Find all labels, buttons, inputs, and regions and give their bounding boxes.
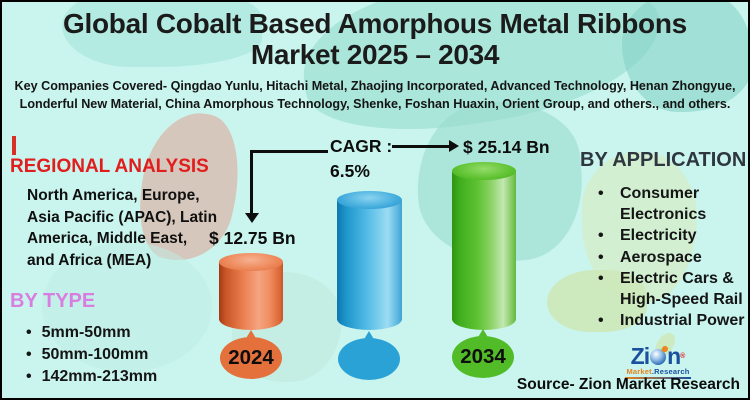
globe-icon <box>650 348 667 365</box>
map-blob <box>62 2 262 67</box>
cagr-value: 6.5% <box>330 161 370 181</box>
bar-2034-top <box>452 162 516 180</box>
application-item: Electric Cars & High-Speed Rail <box>598 269 748 310</box>
application-item: Electricity <box>598 226 748 247</box>
zion-logo-text: n <box>667 343 681 369</box>
zion-logo-subtitle: Market.Research <box>610 367 706 376</box>
application-item: Aerospace <box>598 248 748 269</box>
source-attribution: Source- Zion Market Research <box>516 376 740 393</box>
bar-2034-cylinder <box>452 162 516 342</box>
zion-sub-dot: . <box>651 367 655 376</box>
regional-analysis-text: North America, Europe, Asia Pacific (APA… <box>27 187 218 269</box>
by-type-heading: BY TYPE <box>10 290 96 312</box>
start-value-label: $ 12.75 Bn <box>209 228 296 248</box>
map-red-fragment <box>12 136 16 155</box>
year-bubble-2024: 2024 <box>220 337 282 379</box>
year-bubble-2034: 2034 <box>452 336 514 378</box>
arrow-down-icon <box>245 213 259 223</box>
registered-trademark-icon: ® <box>680 353 686 360</box>
bar-middle-body <box>337 200 402 330</box>
zion-market-research-logo: Zi n ® Market.Research <box>610 343 706 379</box>
cagr-bracket-line <box>250 150 328 153</box>
type-list: 5mm-50mm 50mm-100mm 142mm-213mm <box>26 322 158 388</box>
end-value-label: $ 25.14 Bn <box>463 137 550 157</box>
arrow-right-icon <box>449 140 459 152</box>
year-label: 2034 <box>460 345 506 368</box>
application-item: Industrial Power <box>598 311 748 332</box>
title-line-2: Market 2025 – 2034 <box>250 39 500 70</box>
zion-sub-market: Market <box>626 367 652 376</box>
subtitle-line-2: Londerful New Material, China Amorphous … <box>19 97 731 111</box>
year-bubble-middle <box>338 338 400 380</box>
regional-analysis-heading: REGIONAL ANALYSIS <box>10 156 209 177</box>
key-companies-subtitle: Key Companies Covered- Qingdao Yunlu, Hi… <box>2 77 748 113</box>
by-application-heading: BY APPLICATION <box>580 149 747 171</box>
year-label: 2024 <box>228 346 274 369</box>
zion-logo-underline <box>625 377 691 379</box>
type-item: 50mm-100mm <box>26 344 157 366</box>
application-item: Consumer Electronics <box>598 184 748 225</box>
cagr-bracket-line <box>250 150 253 214</box>
type-item: 142mm-213mm <box>26 366 158 388</box>
page-title: Global Cobalt Based Amorphous Metal Ribb… <box>2 8 748 70</box>
zion-logo-text: Zi <box>630 343 650 369</box>
zion-sub-research: Research <box>654 367 690 376</box>
bar-2024-cylinder <box>219 253 283 343</box>
zion-logo-wordmark: Zi n ® <box>610 343 706 369</box>
type-item: 5mm-50mm <box>26 322 157 344</box>
bar-middle-top <box>337 191 402 209</box>
bar-2034-body <box>452 171 516 330</box>
subtitle-line-1: Key Companies Covered- Qingdao Yunlu, Hi… <box>14 79 736 93</box>
cagr-label: CAGR : <box>330 136 393 156</box>
title-line-1: Global Cobalt Based Amorphous Metal Ribb… <box>63 8 687 39</box>
cagr-arrow-line <box>392 145 450 148</box>
bar-2024-top <box>219 253 283 271</box>
bar-2024-body <box>219 262 283 330</box>
bar-middle-cylinder <box>337 191 402 341</box>
application-list: Consumer Electronics Electricity Aerospa… <box>598 184 748 333</box>
map-blob <box>622 2 748 112</box>
